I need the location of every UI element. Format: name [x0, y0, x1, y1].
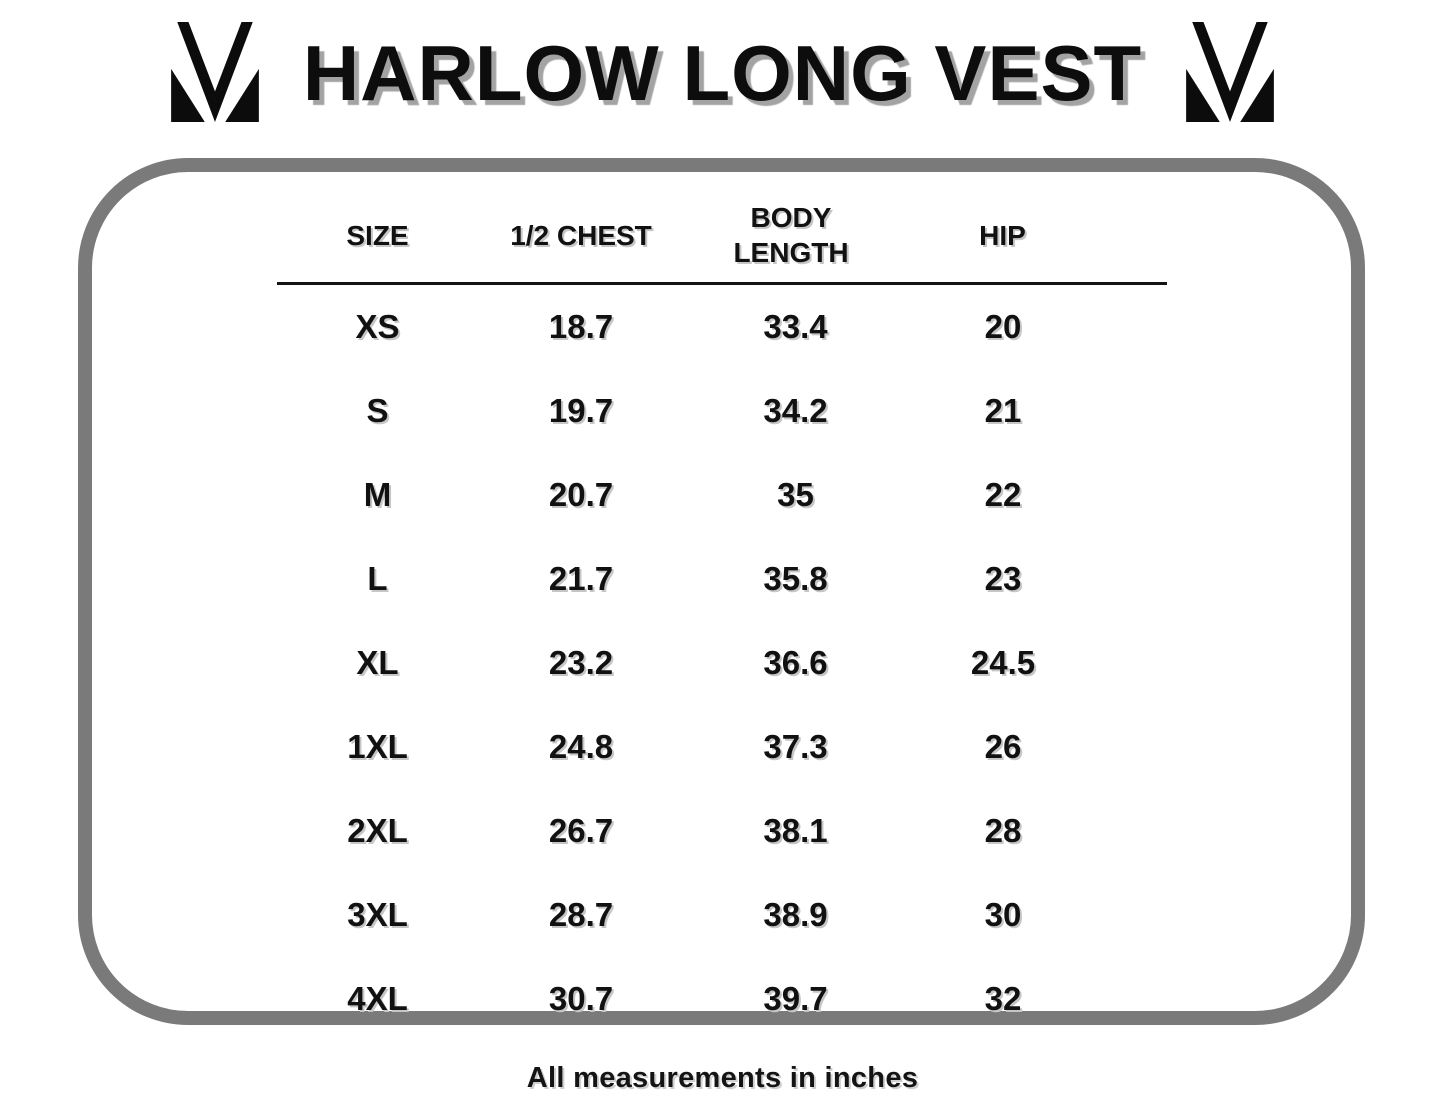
body-length-cell: 39.7	[763, 980, 828, 1017]
column-header-body-length: BODY LENGTH	[683, 196, 899, 285]
hip-cell: 26	[984, 728, 1022, 765]
size-cell: S	[366, 392, 389, 429]
size-chart-card: SIZE 1/2 CHEST BODY LENGTH HIP XS 18.7 3…	[78, 158, 1365, 1025]
size-cell: 4XL	[347, 980, 408, 1017]
m-monogram-icon	[1176, 22, 1284, 124]
body-length-cell: 34.2	[763, 392, 828, 429]
page-title: HARLOW LONG VEST	[302, 28, 1143, 117]
half-chest-cell: 20.7	[548, 476, 614, 513]
size-cell: L	[367, 560, 388, 597]
size-cell: XS	[355, 308, 400, 345]
size-row: 2XL 26.7 38.1 28	[277, 789, 1167, 873]
half-chest-cell: 21.7	[548, 560, 614, 597]
half-chest-cell: 23.2	[548, 644, 614, 681]
size-table-header: SIZE 1/2 CHEST BODY LENGTH HIP	[276, 196, 1167, 285]
size-cell: XL	[356, 644, 399, 681]
size-cell: 1XL	[347, 728, 408, 765]
body-length-cell: 35	[777, 476, 814, 513]
m-monogram-icon	[161, 22, 269, 124]
size-cell: 3XL	[347, 896, 408, 933]
size-cell: M	[363, 476, 392, 513]
page-header: HARLOW LONG VEST	[0, 22, 1445, 124]
size-row: M 20.7 35 22	[277, 453, 1167, 537]
size-table: SIZE 1/2 CHEST BODY LENGTH HIP XS 18.7 3…	[276, 196, 1167, 1042]
half-chest-cell: 18.7	[548, 308, 614, 345]
header-row: SIZE 1/2 CHEST BODY LENGTH HIP	[276, 196, 1167, 285]
hip-cell: 23	[984, 560, 1022, 597]
hip-cell: 30	[984, 896, 1022, 933]
size-row: XS 18.7 33.4 20	[277, 284, 1167, 370]
body-length-cell: 38.9	[763, 896, 828, 933]
measurements-note: All measurements in inches	[526, 1062, 919, 1094]
hip-cell: 32	[984, 980, 1022, 1017]
size-row: L 21.7 35.8 23	[277, 537, 1167, 621]
size-row: 1XL 24.8 37.3 26	[277, 705, 1167, 789]
body-length-cell: 36.6	[763, 644, 828, 681]
body-length-cell: 37.3	[763, 728, 828, 765]
hip-cell: 21	[984, 392, 1022, 429]
size-row: S 19.7 34.2 21	[277, 369, 1167, 453]
column-header-size: SIZE	[276, 196, 479, 285]
hip-cell: 22	[984, 476, 1022, 513]
half-chest-cell: 24.8	[548, 728, 614, 765]
half-chest-cell: 26.7	[548, 812, 614, 849]
half-chest-cell: 28.7	[548, 896, 614, 933]
size-cell: 2XL	[347, 812, 408, 849]
body-length-cell: 38.1	[763, 812, 828, 849]
hip-cell: 28	[984, 812, 1022, 849]
half-chest-cell: 30.7	[548, 980, 614, 1017]
size-row: XL 23.2 36.6 24.5	[277, 621, 1167, 705]
size-row: 4XL 30.7 39.7 32	[277, 957, 1167, 1041]
column-header-half-chest: 1/2 CHEST	[478, 196, 684, 285]
hip-cell: 20	[984, 308, 1022, 345]
half-chest-cell: 19.7	[548, 392, 614, 429]
size-table-body: XS 18.7 33.4 20 S 19.7 34.2 21 M 20.7 35…	[277, 284, 1167, 1042]
size-row: 3XL 28.7 38.9 30	[277, 873, 1167, 957]
hip-cell: 24.5	[970, 644, 1036, 681]
body-length-cell: 33.4	[763, 308, 828, 345]
column-header-hip: HIP	[898, 196, 1167, 285]
body-length-cell: 35.8	[763, 560, 828, 597]
